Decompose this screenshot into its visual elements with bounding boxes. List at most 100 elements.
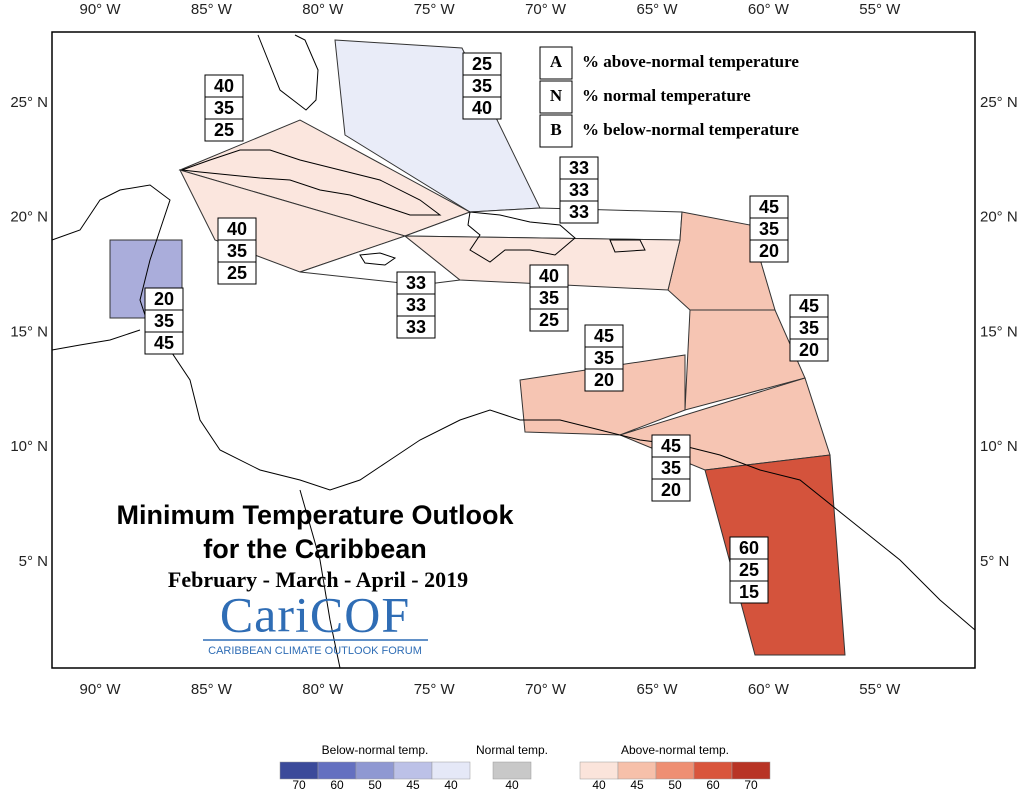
probability-value: 15 (739, 582, 759, 602)
longitude-label: 65° W (636, 681, 678, 698)
legend-title: Below-normal temp. (322, 743, 429, 757)
probability-value: 45 (759, 197, 779, 217)
logo-subtitle: CARIBBEAN CLIMATE OUTLOOK FORUM (208, 645, 422, 657)
legend-value: 40 (505, 778, 519, 791)
probability-value: 20 (799, 340, 819, 360)
legend-value: 70 (744, 778, 758, 791)
region (519, 354, 686, 436)
latitude-label: 25° N (980, 94, 1018, 111)
longitude-label: 55° W (859, 681, 901, 698)
longitude-label: 80° W (302, 681, 344, 698)
longitude-label: 80° W (302, 1, 344, 18)
probability-cell (789, 338, 829, 362)
legend-swatch (492, 761, 532, 780)
key-letter-box (539, 114, 573, 148)
legend-value: 45 (406, 778, 420, 791)
probability-value: 33 (406, 317, 426, 337)
probability-value: 45 (799, 296, 819, 316)
longitude-label: 75° W (414, 681, 456, 698)
probability-value: 35 (472, 76, 492, 96)
probability-cell (651, 478, 691, 502)
probability-value: 25 (739, 560, 759, 580)
probability-cell (396, 315, 436, 339)
key-letter-box (539, 80, 573, 114)
probability-value: 33 (569, 202, 589, 222)
probability-value: 20 (154, 289, 174, 309)
legend-value: 70 (292, 778, 306, 791)
key-text: % above-normal temperature (582, 52, 799, 71)
legend-title: Above-normal temp. (621, 743, 729, 757)
latitude-label: 20° N (980, 209, 1018, 226)
probability-value: 33 (569, 158, 589, 178)
probability-value: 45 (594, 326, 614, 346)
season: February - March - April - 2019 (168, 567, 468, 592)
legend-value: 40 (592, 778, 606, 791)
probability-value: 33 (569, 180, 589, 200)
latitude-label: 5° N (19, 553, 48, 570)
probability-value: 60 (739, 538, 759, 558)
probability-value: 45 (661, 436, 681, 456)
key-letter: B (550, 120, 561, 139)
probability-value: 35 (594, 348, 614, 368)
legend-swatch (655, 761, 695, 780)
probability-cell (584, 368, 624, 392)
probability-value: 25 (472, 54, 492, 74)
probability-value: 20 (661, 480, 681, 500)
longitude-label: 70° W (525, 681, 567, 698)
probability-cell (462, 96, 502, 120)
probability-cell (144, 331, 184, 355)
probability-value: 35 (227, 241, 247, 261)
longitude-label: 65° W (636, 1, 678, 18)
latitude-label: 10° N (10, 438, 48, 455)
legend-value: 50 (668, 778, 682, 791)
latitude-label: 15° N (10, 323, 48, 340)
probability-cell (529, 308, 569, 332)
probability-value: 35 (661, 458, 681, 478)
probability-cell (204, 118, 244, 142)
key-letter-box (539, 46, 573, 80)
legend-value: 45 (630, 778, 644, 791)
key-letter: N (550, 86, 563, 105)
probability-value: 35 (539, 288, 559, 308)
legend-swatch (355, 761, 395, 780)
probability-cell (559, 200, 599, 224)
latitude-label: 10° N (980, 438, 1018, 455)
longitude-label: 55° W (859, 1, 901, 18)
legend-swatch (317, 761, 357, 780)
latitude-label: 20° N (10, 209, 48, 226)
legend-value: 40 (444, 778, 458, 791)
probability-cell (729, 580, 769, 604)
legend-value: 50 (368, 778, 382, 791)
probability-value: 35 (759, 219, 779, 239)
probability-value: 40 (214, 76, 234, 96)
probability-value: 35 (799, 318, 819, 338)
legend-swatch (431, 761, 471, 780)
probability-value: 25 (227, 263, 247, 283)
probability-value: 35 (214, 98, 234, 118)
legend-swatch (617, 761, 657, 780)
key-text: % below-normal temperature (582, 120, 799, 139)
key-letter: A (550, 52, 563, 71)
longitude-label: 90° W (79, 1, 121, 18)
legend-swatch (579, 761, 619, 780)
longitude-label: 60° W (748, 1, 790, 18)
legend-value: 60 (330, 778, 344, 791)
probability-cell (217, 261, 257, 285)
longitude-label: 70° W (525, 1, 567, 18)
longitude-label: 90° W (79, 681, 121, 698)
probability-value: 33 (406, 273, 426, 293)
region (403, 235, 681, 291)
legend-swatch (693, 761, 733, 780)
probability-value: 45 (154, 333, 174, 353)
coastlines (51, 34, 976, 669)
probability-value: 25 (539, 310, 559, 330)
map-title: Minimum Temperature Outlook (116, 500, 514, 530)
probability-value: 40 (539, 266, 559, 286)
legend-value: 60 (706, 778, 720, 791)
probability-value: 20 (594, 370, 614, 390)
legend-title: Normal temp. (476, 743, 548, 757)
probability-cell (749, 239, 789, 263)
legend-swatch (279, 761, 319, 780)
longitude-label: 85° W (191, 681, 233, 698)
